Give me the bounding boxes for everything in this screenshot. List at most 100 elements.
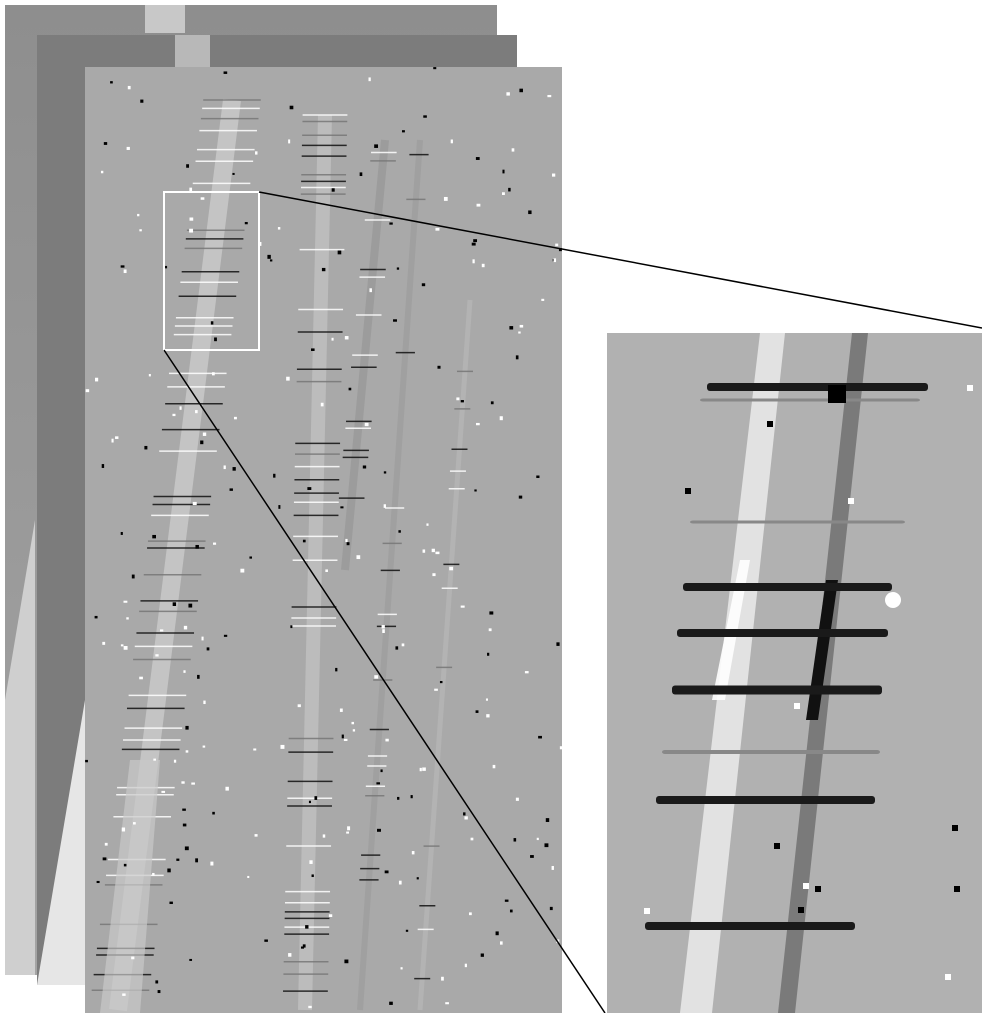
hot-pixel (309, 860, 313, 864)
inset-hot-pixel (815, 886, 821, 892)
hot-pixel (435, 227, 440, 231)
hot-pixel (232, 172, 235, 175)
hot-pixel (264, 939, 268, 942)
hot-pixel (185, 750, 189, 753)
hot-pixel (393, 319, 397, 322)
hot-pixel (223, 71, 228, 74)
hot-pixel (100, 170, 104, 174)
hot-pixel (423, 115, 427, 118)
hot-pixel (120, 644, 124, 647)
hot-pixel (431, 548, 435, 553)
inset-spectra (644, 333, 973, 1013)
hot-pixel (481, 263, 485, 268)
hot-pixel (176, 858, 180, 861)
hot-pixel (475, 422, 480, 426)
hot-pixel (377, 828, 381, 832)
hot-pixel (94, 377, 99, 382)
inset-line (645, 922, 855, 930)
hot-pixel (433, 67, 437, 70)
hot-pixel (464, 963, 467, 968)
hot-pixel (369, 288, 372, 293)
hot-pixel (528, 210, 532, 215)
hot-pixel (400, 967, 403, 970)
hot-pixel (290, 625, 293, 629)
hot-pixel (374, 675, 379, 679)
hot-pixel (411, 851, 415, 855)
hot-pixel (288, 953, 292, 957)
hot-pixel (410, 795, 413, 799)
hot-pixel (102, 641, 106, 645)
hot-pixel (121, 827, 126, 832)
hot-pixel (122, 993, 126, 996)
hot-pixel (185, 725, 189, 730)
hot-pixel (225, 786, 229, 791)
hot-pixel (376, 782, 381, 785)
hot-pixel (200, 440, 204, 445)
inset-line (700, 398, 920, 402)
hot-pixel (278, 505, 281, 509)
hot-pixel (471, 242, 476, 246)
hot-pixel (307, 487, 312, 490)
hot-pixel (549, 906, 553, 911)
hot-pixel (538, 735, 542, 739)
hot-pixel (509, 909, 513, 913)
hot-pixel (439, 680, 443, 684)
hot-pixel (536, 837, 539, 841)
hot-pixel (443, 196, 448, 201)
hot-pixel (102, 857, 107, 861)
hot-pixel (398, 880, 402, 885)
hot-pixel (247, 875, 250, 879)
hot-pixel (123, 646, 128, 650)
hot-pixel (123, 600, 128, 603)
hot-pixel (183, 625, 188, 630)
hot-pixel (182, 808, 186, 811)
hot-pixel (302, 944, 306, 948)
hot-pixel (322, 834, 326, 838)
hot-pixel (473, 239, 478, 243)
hot-pixel (139, 229, 142, 232)
hot-pixel (518, 331, 521, 334)
hot-pixel (94, 615, 98, 619)
hot-pixel (184, 846, 189, 851)
inset-line (672, 685, 882, 695)
hot-pixel (344, 959, 349, 964)
hot-pixel (519, 88, 523, 93)
hot-pixel (476, 203, 481, 207)
hot-pixel (206, 647, 210, 651)
hot-pixel (189, 958, 193, 961)
hot-pixel (435, 551, 440, 555)
inset-hot-pixel (945, 974, 951, 980)
hot-pixel (422, 549, 426, 553)
hot-pixel (137, 213, 140, 217)
hot-pixel (544, 843, 549, 848)
hot-pixel (345, 538, 348, 543)
hot-pixel (189, 187, 193, 192)
hot-pixel (432, 573, 436, 577)
hot-pixel (511, 148, 515, 152)
hot-pixel (397, 796, 400, 800)
hot-pixel (202, 432, 207, 436)
hot-pixel (441, 976, 444, 981)
hot-pixel (422, 767, 426, 771)
hot-pixel (191, 782, 195, 785)
hot-pixel (244, 221, 248, 225)
hot-pixel (558, 247, 562, 252)
hot-pixel (556, 642, 560, 646)
hot-pixel (229, 488, 233, 491)
hot-pixel (385, 738, 389, 742)
back-frame-band (145, 5, 185, 33)
hot-pixel (126, 146, 130, 150)
zoom-line (163, 349, 606, 1013)
hot-pixel (203, 700, 206, 705)
hot-pixel (325, 569, 328, 573)
hot-pixel (144, 445, 148, 450)
hot-pixel (302, 539, 306, 543)
hot-pixel (126, 617, 129, 620)
hot-pixel (232, 467, 236, 471)
hot-pixel (131, 956, 135, 960)
hot-pixel (551, 865, 554, 870)
inset-blob (885, 592, 901, 608)
hot-pixel (504, 899, 509, 902)
